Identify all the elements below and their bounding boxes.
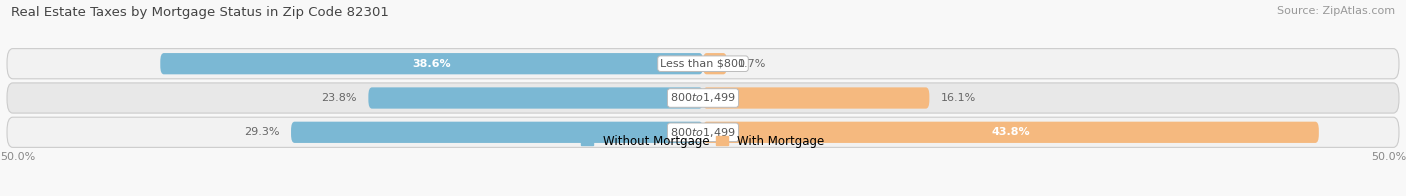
Legend: Without Mortgage, With Mortgage: Without Mortgage, With Mortgage xyxy=(576,130,830,152)
Text: 43.8%: 43.8% xyxy=(991,127,1031,137)
FancyBboxPatch shape xyxy=(7,117,1399,147)
Text: $800 to $1,499: $800 to $1,499 xyxy=(671,126,735,139)
Text: 50.0%: 50.0% xyxy=(0,152,35,162)
Text: Source: ZipAtlas.com: Source: ZipAtlas.com xyxy=(1277,6,1395,16)
FancyBboxPatch shape xyxy=(7,49,1399,79)
FancyBboxPatch shape xyxy=(703,87,929,109)
Text: Real Estate Taxes by Mortgage Status in Zip Code 82301: Real Estate Taxes by Mortgage Status in … xyxy=(11,6,389,19)
Text: 29.3%: 29.3% xyxy=(245,127,280,137)
Text: 1.7%: 1.7% xyxy=(738,59,766,69)
FancyBboxPatch shape xyxy=(160,53,703,74)
FancyBboxPatch shape xyxy=(291,122,703,143)
FancyBboxPatch shape xyxy=(703,53,727,74)
Text: Less than $800: Less than $800 xyxy=(661,59,745,69)
Text: 38.6%: 38.6% xyxy=(412,59,451,69)
Text: 50.0%: 50.0% xyxy=(1371,152,1406,162)
FancyBboxPatch shape xyxy=(7,83,1399,113)
FancyBboxPatch shape xyxy=(703,122,1319,143)
Text: $800 to $1,499: $800 to $1,499 xyxy=(671,92,735,104)
Text: 23.8%: 23.8% xyxy=(322,93,357,103)
Text: 16.1%: 16.1% xyxy=(941,93,976,103)
FancyBboxPatch shape xyxy=(368,87,703,109)
